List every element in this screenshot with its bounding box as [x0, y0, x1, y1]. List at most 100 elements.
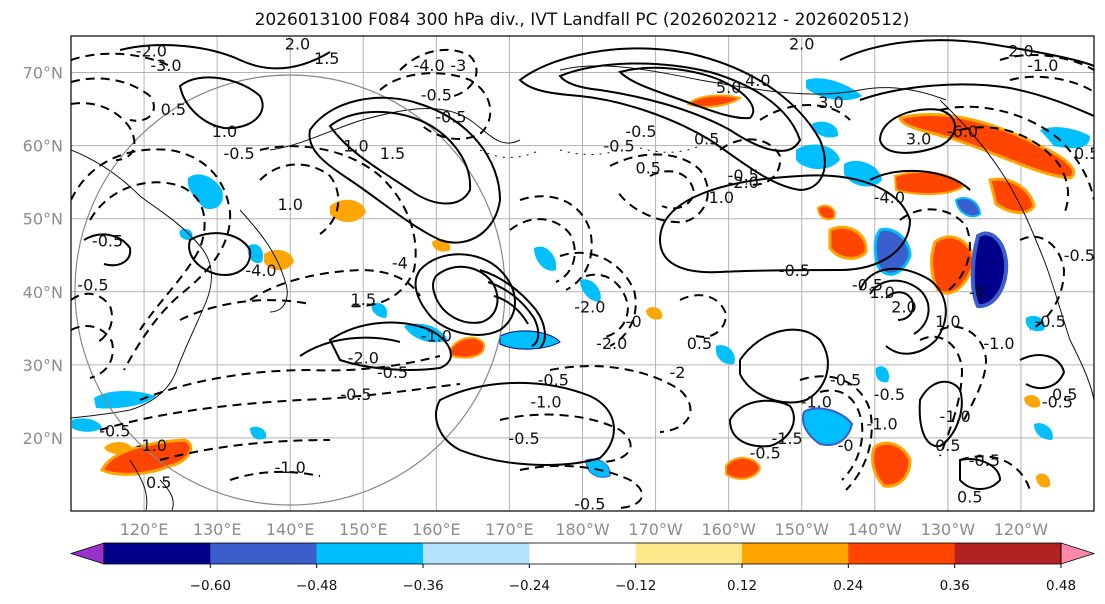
divergence-contours [71, 39, 1094, 509]
contour-label: -0.5 [830, 370, 861, 389]
positive-contour [885, 291, 914, 321]
contour-label: -0.5 [538, 370, 569, 389]
positive-anomaly [104, 442, 132, 454]
contour-label: -1.0 [136, 436, 167, 455]
negative-contour [71, 292, 113, 345]
contour-label: -0.5 [750, 444, 781, 463]
lon-tick-label: 160°E [412, 520, 461, 539]
positive-contour [119, 44, 331, 70]
contour-label: -0.5 [574, 495, 605, 514]
colorbar-tick-label: −0.24 [509, 578, 550, 594]
map-frame [70, 35, 1095, 512]
positive-contour [859, 83, 1094, 117]
positive-contour [859, 267, 947, 355]
contour-label: -0 [626, 312, 642, 331]
lon-tick-label: 140°E [266, 520, 315, 539]
contour-label: 0.5 [146, 473, 171, 492]
contour-label: 2.0 [1008, 42, 1033, 61]
negative-anomaly [806, 78, 862, 101]
lon-tick-label: 130°E [193, 520, 242, 539]
negative-anomaly [1025, 315, 1045, 332]
negative-contour [71, 102, 136, 161]
colorbar-swatch [742, 543, 849, 564]
contour-label: 3.0 [818, 93, 843, 112]
colorbar-swatch [104, 543, 211, 564]
contour-label: -0 [969, 283, 985, 302]
positive-contour [299, 336, 401, 357]
positive-contour [558, 62, 802, 152]
contour-label: 0.5 [636, 159, 661, 178]
contour-label: -0.5 [99, 422, 130, 441]
contour-label: 2.0 [891, 297, 916, 316]
contour-label: 1.0 [212, 122, 237, 141]
contour-label: -4.0 [413, 56, 444, 75]
positive-contour [518, 47, 826, 192]
lon-tick-label: 140°W [848, 520, 903, 539]
contour-label: 5.0 [716, 78, 741, 97]
positive-contour [918, 380, 963, 448]
lon-tick-label: 170°E [485, 520, 534, 539]
negative-anomaly [875, 366, 890, 383]
colorbar: −0.60 −0.48 −0.36 −0.24 −0.12 0.12 0.24 0.36 0.4… [69, 542, 1096, 594]
contour-label: -0.5 [77, 275, 108, 294]
contour-label: -6.0 [947, 122, 978, 141]
contour-label: 1.0 [343, 137, 368, 156]
negative-anomaly [970, 231, 1009, 309]
contour-label: -0.5 [223, 144, 254, 163]
negative-anomaly [404, 323, 448, 343]
positive-contour [435, 381, 615, 466]
lon-tick-label: 120°W [994, 520, 1049, 539]
colorbar-swatch [635, 543, 743, 564]
contour-label: -3.0 [150, 56, 181, 75]
positive-anomaly [816, 204, 836, 221]
positive-anomaly [264, 249, 294, 271]
negative-contour [959, 126, 1070, 215]
contour-label: 1.0 [277, 195, 302, 214]
lon-tick-label: 180°W [555, 520, 610, 539]
lon-tick-label: 120°E [120, 520, 169, 539]
contour-label: -2 [670, 363, 686, 382]
negative-contour [71, 52, 171, 67]
lon-tick-label: 170°W [628, 520, 683, 539]
contour-label: 1.0 [709, 188, 734, 207]
contour-label: -0.5 [435, 107, 466, 126]
colorbar-swatch [423, 543, 530, 564]
coastline-philippines [129, 459, 174, 511]
contour-label: -3 [450, 56, 466, 75]
negative-contour [71, 325, 114, 379]
contour-label: 1.5 [351, 290, 376, 309]
positive-anomaly [870, 441, 912, 488]
contour-label: -1.0 [1027, 56, 1058, 75]
negative-anomaly [796, 144, 840, 170]
colorbar-extend-high [1060, 542, 1096, 565]
negative-anomaly [534, 246, 557, 271]
contour-label: -1.0 [275, 458, 306, 477]
contour-label: -2.0 [574, 297, 605, 316]
positive-contour [479, 269, 546, 349]
contour-label: -2.0 [136, 42, 167, 61]
negative-contour [609, 153, 709, 224]
negative-contour [679, 294, 728, 338]
negative-contour [499, 413, 632, 463]
positive-contour [1019, 354, 1066, 389]
lat-tick-label: 20°N [23, 429, 63, 448]
lat-tick-label: 30°N [23, 356, 63, 375]
positive-contour [432, 265, 499, 324]
positive-anomaly [646, 307, 663, 320]
negative-contour [259, 163, 340, 235]
negative-anomaly [844, 160, 882, 187]
contour-label: -0.5 [92, 232, 123, 251]
contour-label: 0.5 [935, 436, 960, 455]
contour-label: -0.5 [1042, 392, 1073, 411]
contour-label: -0.5 [779, 261, 810, 280]
colorbar-swatch [529, 543, 637, 564]
contour-label: -0.5 [508, 429, 539, 448]
positive-anomaly [330, 199, 366, 222]
contour-label: -4 [392, 254, 408, 273]
positive-contour [414, 253, 516, 336]
negative-contour [399, 48, 478, 97]
negative-contour [249, 268, 421, 301]
contour-label: 1.0 [935, 312, 960, 331]
negative-contour [99, 383, 461, 431]
contour-label: -2.0 [728, 173, 759, 192]
